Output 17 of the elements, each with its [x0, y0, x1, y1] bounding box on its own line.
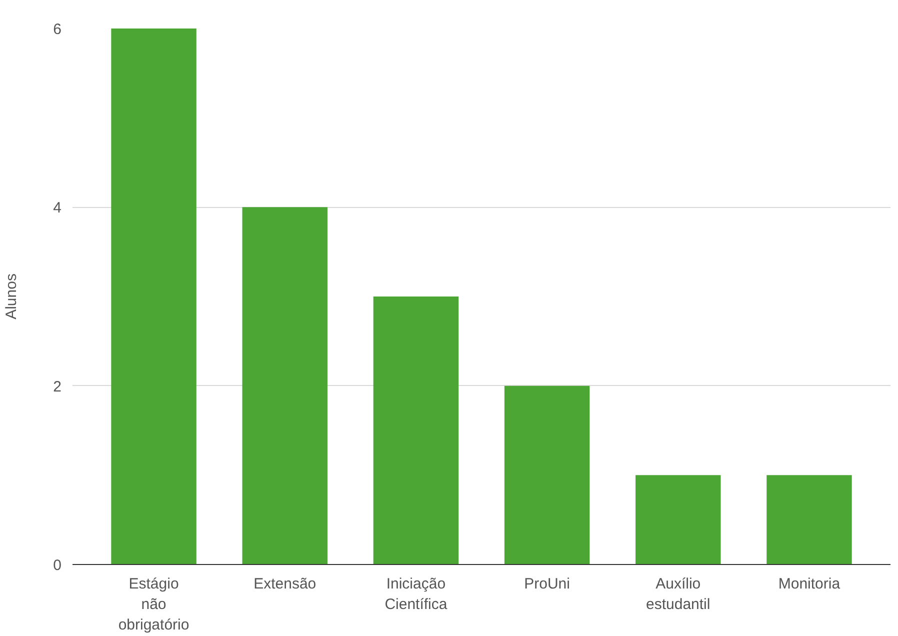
x-tick-label: Extensão	[254, 576, 316, 592]
y-tick-label: 2	[53, 378, 62, 396]
y-tick-label: 6	[53, 21, 62, 38]
bar	[242, 207, 328, 564]
bar	[111, 28, 196, 564]
x-tick-label: Estágio não obrigatório	[118, 576, 190, 634]
bar	[504, 386, 590, 564]
bar	[373, 296, 459, 564]
x-tick-label: Iniciação Científica	[384, 576, 448, 613]
bar	[766, 475, 852, 564]
x-tick-label: ProUni	[524, 576, 570, 592]
y-axis-title: Alunos	[3, 274, 20, 320]
bar	[636, 475, 721, 564]
x-tick-label: Auxílio estudantil	[646, 576, 710, 613]
y-tick-label: 4	[53, 200, 62, 217]
y-tick-label: 0	[53, 557, 62, 574]
x-tick-label: Monitoria	[778, 576, 841, 592]
